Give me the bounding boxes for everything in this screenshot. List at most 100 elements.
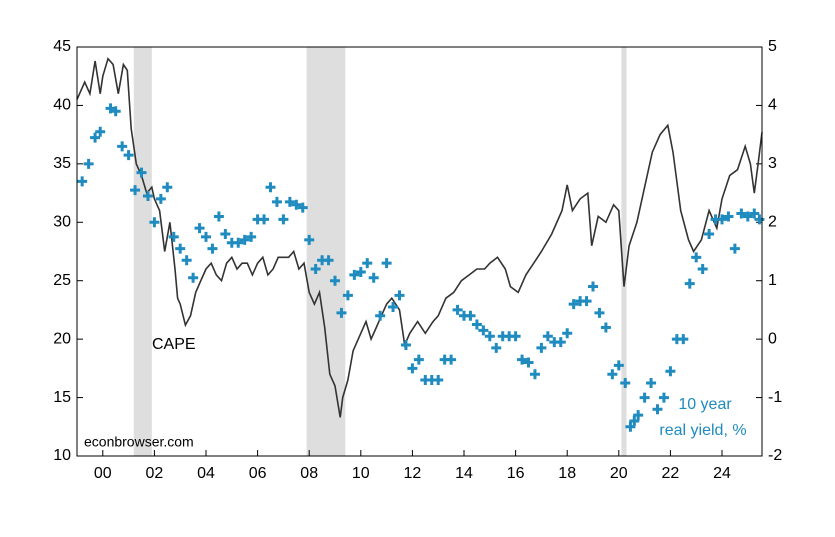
x-tick-label: 02 — [146, 465, 164, 482]
yield-marker — [239, 234, 250, 245]
x-tick-label: 14 — [455, 465, 473, 482]
yield-marker — [201, 231, 212, 242]
yield-marker — [633, 410, 644, 421]
yield-marker — [600, 322, 611, 333]
yield-marker — [510, 331, 521, 342]
yield-marker — [536, 342, 547, 353]
x-tick-label: 22 — [662, 465, 680, 482]
yield-marker — [220, 228, 231, 239]
yield-marker — [117, 141, 128, 152]
yield-marker — [271, 196, 282, 207]
yield-marker — [355, 266, 366, 277]
annotation: 10 year — [678, 396, 732, 413]
yield-marker — [162, 182, 173, 193]
yield-marker — [188, 272, 199, 283]
yield-marker — [452, 304, 463, 315]
y-tick-label: 35 — [53, 155, 71, 172]
yield-marker — [330, 275, 341, 286]
x-tick-label: 06 — [249, 465, 267, 482]
y2-tick-label: 0 — [768, 330, 777, 347]
yield-marker — [471, 319, 482, 330]
y-tick-label: 25 — [53, 272, 71, 289]
yield-marker — [362, 258, 373, 269]
yield-marker — [304, 234, 315, 245]
yield-marker — [213, 211, 224, 222]
plot-frame — [76, 46, 763, 457]
yield-marker — [646, 377, 657, 388]
watermark: econbrowser.com — [84, 434, 194, 450]
yield-marker — [433, 375, 444, 386]
yield-marker — [736, 208, 747, 219]
y-tick-label: 20 — [53, 330, 71, 347]
yield-marker — [95, 126, 106, 137]
yield-marker — [110, 106, 121, 117]
x-tick-label: 12 — [404, 465, 422, 482]
yield-marker — [155, 193, 166, 204]
x-tick-label: 18 — [558, 465, 576, 482]
yield-marker — [717, 214, 728, 225]
yield-marker — [723, 211, 734, 222]
y-tick-label: 30 — [53, 214, 71, 231]
yield-marker — [310, 264, 321, 275]
yield-marker — [652, 404, 663, 415]
y2-tick-label: -2 — [768, 447, 782, 464]
yield-marker — [194, 223, 205, 234]
yield-marker — [284, 196, 295, 207]
annotation: real yield, % — [659, 422, 746, 439]
yield-marker — [754, 214, 765, 225]
yield-marker — [130, 185, 141, 196]
y2-tick-label: -1 — [768, 389, 782, 406]
y-tick-label: 10 — [53, 447, 71, 464]
yield-marker — [581, 296, 592, 307]
yield-marker — [368, 272, 379, 283]
yield-marker — [523, 357, 534, 368]
yield-marker — [168, 231, 179, 242]
yield-marker — [729, 243, 740, 254]
yield-marker — [704, 228, 715, 239]
yield-marker — [613, 360, 624, 371]
yield-marker — [478, 325, 489, 336]
yield-marker — [484, 331, 495, 342]
yield-marker — [297, 202, 308, 213]
yield-marker — [658, 392, 669, 403]
yield-marker — [181, 255, 192, 266]
yield-marker — [555, 337, 566, 348]
cape-line — [76, 57, 763, 418]
yield-marker — [691, 252, 702, 263]
yield-marker — [749, 208, 760, 219]
plot-area — [77, 47, 762, 456]
recession-band — [306, 47, 346, 456]
y2-tick-label: 2 — [768, 214, 777, 231]
yield-marker — [413, 354, 424, 365]
x-tick-label: 08 — [300, 465, 318, 482]
yield-marker — [291, 199, 302, 210]
yield-marker — [562, 328, 573, 339]
yield-marker — [697, 264, 708, 275]
x-tick-label: 00 — [94, 465, 112, 482]
recession-band — [133, 47, 152, 456]
yield-marker — [265, 182, 276, 193]
yield-marker — [620, 377, 631, 388]
yield-marker — [568, 299, 579, 310]
yield-marker — [517, 354, 528, 365]
yield-marker — [375, 310, 386, 321]
yield-marker — [400, 339, 411, 350]
yield-marker — [77, 176, 88, 187]
y2-tick-label: 1 — [768, 272, 777, 289]
yield-marker — [407, 363, 418, 374]
yield-marker — [665, 366, 676, 377]
yield-marker — [446, 354, 457, 365]
yield-marker — [149, 217, 160, 228]
yield-marker — [342, 290, 353, 301]
y2-tick-label: 3 — [768, 155, 777, 172]
x-tick-label: 10 — [352, 465, 370, 482]
yield-marker — [246, 231, 257, 242]
x-tick-label: 16 — [507, 465, 525, 482]
yield-marker — [136, 167, 147, 178]
y2-tick-label: 4 — [768, 97, 777, 114]
yield-marker — [388, 302, 399, 313]
yield-marker — [323, 255, 334, 266]
yield-marker — [607, 369, 618, 380]
x-tick-label: 20 — [610, 465, 628, 482]
